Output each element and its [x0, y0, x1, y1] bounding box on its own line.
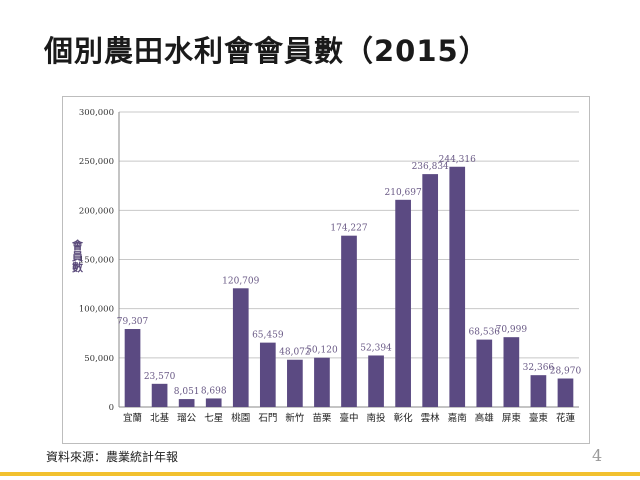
data-label: 8,698 [201, 386, 227, 396]
bar [341, 235, 357, 407]
data-label: 174,227 [330, 224, 367, 234]
bar [449, 166, 466, 407]
footer-rule [0, 472, 640, 476]
y-tick-label: 150,000 [79, 256, 114, 266]
y-axis-label: 會員數 [71, 238, 85, 273]
data-label: 50,120 [306, 346, 338, 356]
x-tick-label: 高雄 [475, 412, 495, 424]
bar [124, 329, 141, 407]
bar [530, 375, 547, 407]
chart-frame: 0 50,000 100,000 150,000 200,000 250,000 300,0… [62, 96, 590, 444]
data-label: 48,072 [279, 348, 311, 358]
y-tick-label: 0 [109, 403, 114, 413]
y-tick-label: 50,000 [84, 354, 114, 364]
bar [151, 383, 168, 407]
data-label: 8,051 [174, 387, 200, 397]
bar [314, 357, 330, 407]
x-tick-label: 彰化 [394, 412, 414, 424]
x-tick-label: 新竹 [285, 412, 305, 424]
bar [368, 355, 384, 407]
source-note: 資料來源：農業統計年報 [46, 450, 179, 464]
data-label: 23,570 [144, 372, 176, 382]
x-tick-label: 臺中 [339, 412, 358, 424]
data-label: 32,366 [523, 363, 555, 373]
x-tick-label: 宜蘭 [123, 412, 142, 424]
x-tick-label: 南投 [367, 412, 387, 424]
data-label: 79,307 [117, 317, 149, 327]
x-tick-label: 臺東 [529, 412, 549, 424]
bar [259, 342, 276, 407]
x-tick-label: 嘉南 [448, 412, 467, 424]
data-label: 244,316 [439, 155, 476, 165]
x-tick-label: 桃園 [231, 412, 250, 424]
data-label: 120,709 [222, 276, 259, 286]
bar [503, 337, 520, 407]
x-tick-label: 瑠公 [177, 413, 197, 424]
y-tick-label: 200,000 [79, 206, 114, 216]
data-label: 210,697 [385, 188, 422, 198]
x-tick-label: 苗栗 [312, 413, 332, 424]
data-label: 70,999 [496, 325, 528, 335]
y-tick-label: 250,000 [79, 157, 114, 167]
bar [395, 199, 411, 407]
data-label: 68,536 [469, 328, 501, 338]
x-tick-label: 七星 [204, 413, 223, 424]
data-label: 236,834 [412, 162, 449, 172]
bar [476, 339, 493, 407]
x-tick-label: 花蓮 [556, 412, 576, 424]
bar-chart: 0 50,000 100,000 150,000 200,000 250,000 300,0… [71, 108, 582, 424]
y-tick-label: 100,000 [79, 305, 114, 315]
data-label: 52,394 [360, 343, 392, 353]
data-label: 65,459 [252, 331, 284, 341]
page-number: 4 [592, 446, 603, 465]
bar [557, 378, 574, 407]
x-tick-label: 屏東 [502, 412, 522, 424]
x-tick-label: 石門 [258, 413, 277, 424]
bar [287, 359, 303, 407]
y-tick-label: 300,000 [79, 108, 114, 118]
bar [178, 399, 195, 407]
bar [422, 174, 439, 407]
bar [205, 398, 222, 407]
slide-title: 個別農田水利會會員數（2015） [44, 34, 489, 68]
bar [232, 288, 249, 407]
x-tick-label: 北基 [150, 412, 170, 424]
data-label: 28,970 [550, 367, 582, 377]
x-tick-label: 雲林 [421, 412, 441, 424]
